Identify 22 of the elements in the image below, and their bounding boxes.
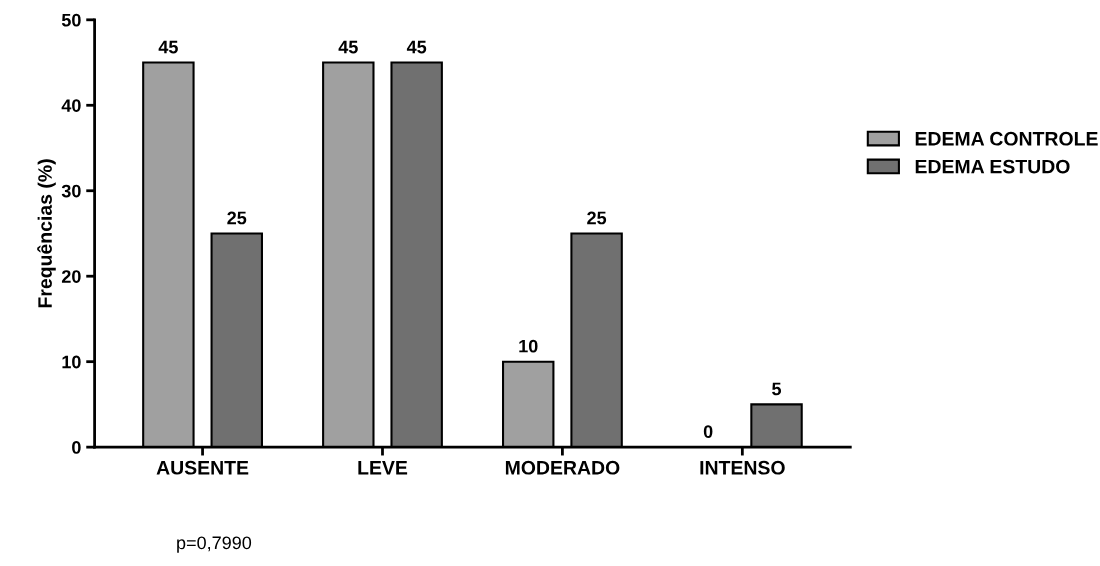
y-tick-label: 30: [61, 184, 81, 198]
data-label: 25: [587, 211, 607, 225]
data-label: 45: [406, 40, 427, 54]
legend-label: EDEMA CONTROLE: [915, 131, 1098, 146]
data-label: 45: [158, 40, 178, 54]
x-tick-label: MODERADO: [505, 460, 620, 475]
y-tick-label: 50: [61, 13, 81, 27]
data-label: 10: [519, 339, 538, 353]
data-label: 5: [772, 382, 782, 396]
data-label: 0: [703, 425, 713, 439]
x-tick-label: INTENSO: [700, 460, 785, 475]
y-axis-title: Frequências (%): [37, 159, 56, 308]
data-label: 45: [338, 40, 358, 54]
y-tick-label: 0: [72, 441, 81, 454]
data-label: 25: [227, 211, 247, 225]
y-tick-label: 20: [61, 270, 81, 283]
x-tick-label: LEVE: [358, 461, 408, 475]
y-tick-label: 10: [62, 355, 81, 369]
legend-label: EDEMA ESTUDO: [915, 159, 1070, 174]
x-tick-label: AUSENTE: [156, 460, 249, 475]
y-tick-label: 40: [61, 99, 81, 112]
text: p=0,7990: [177, 536, 252, 553]
